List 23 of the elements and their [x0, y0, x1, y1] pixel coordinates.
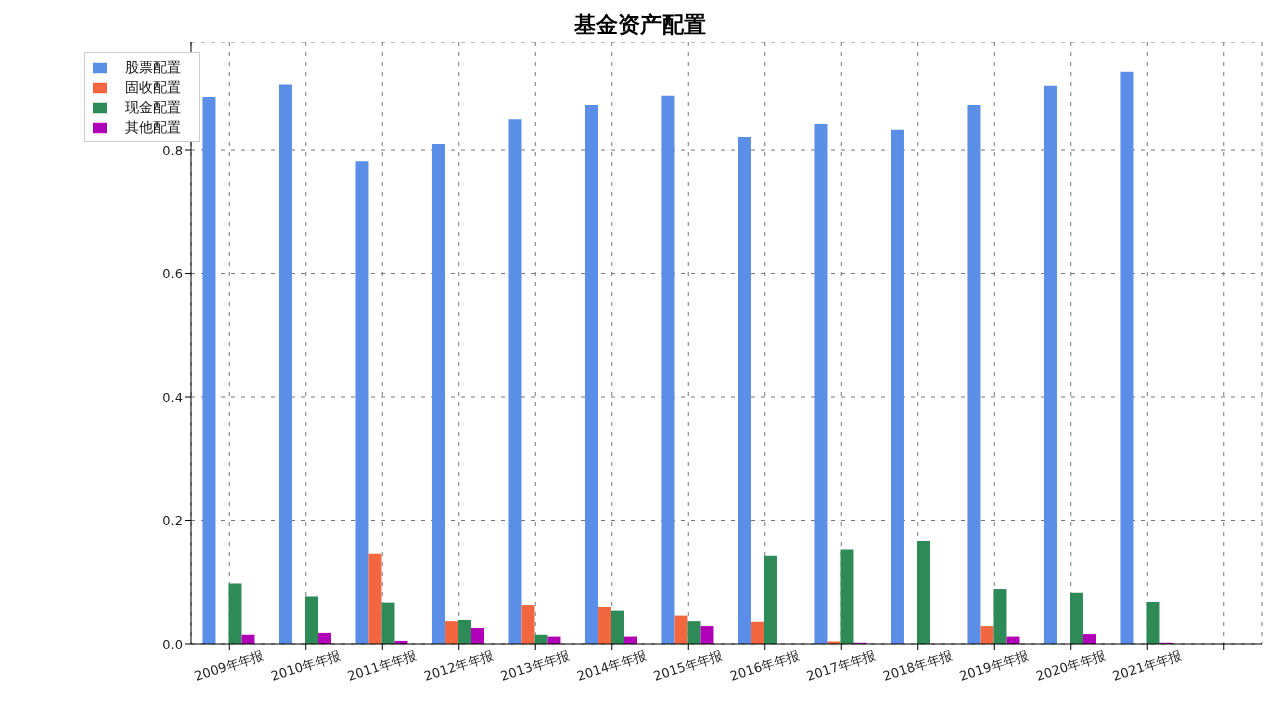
x-tick-label: 2018年年报 — [881, 647, 955, 684]
legend-label: 其他配置 — [125, 119, 181, 135]
x-tick-label: 2012年年报 — [422, 647, 496, 684]
y-tick-label: 0.4 — [162, 389, 183, 405]
legend-label: 现金配置 — [125, 99, 181, 115]
chart-title: 基金资产配置 — [573, 11, 707, 39]
x-tick-label: 2015年年报 — [651, 647, 725, 684]
legend-label: 股票配置 — [125, 59, 181, 75]
y-tick-label: 0.0 — [162, 636, 183, 652]
y-tick-label: 0.8 — [162, 142, 183, 158]
x-tick-label: 2013年年报 — [498, 647, 572, 684]
x-tick-label: 2014年年报 — [575, 647, 649, 684]
legend-label: 固收配置 — [125, 79, 181, 95]
x-tick-label: 2019年年报 — [957, 647, 1031, 684]
x-tick-label: 2021年年报 — [1110, 647, 1184, 684]
x-tick-label: 2017年年报 — [804, 647, 878, 684]
x-tick-label: 2016年年报 — [728, 647, 802, 684]
x-tick-label: 2009年年报 — [192, 647, 266, 684]
y-tick-label: 0.6 — [162, 266, 183, 282]
x-tick-label: 2020年年报 — [1034, 647, 1108, 684]
x-tick-label: 2010年年报 — [269, 647, 343, 684]
y-tick-label: 0.2 — [162, 513, 183, 529]
x-tick-label: 2011年年报 — [345, 647, 419, 684]
